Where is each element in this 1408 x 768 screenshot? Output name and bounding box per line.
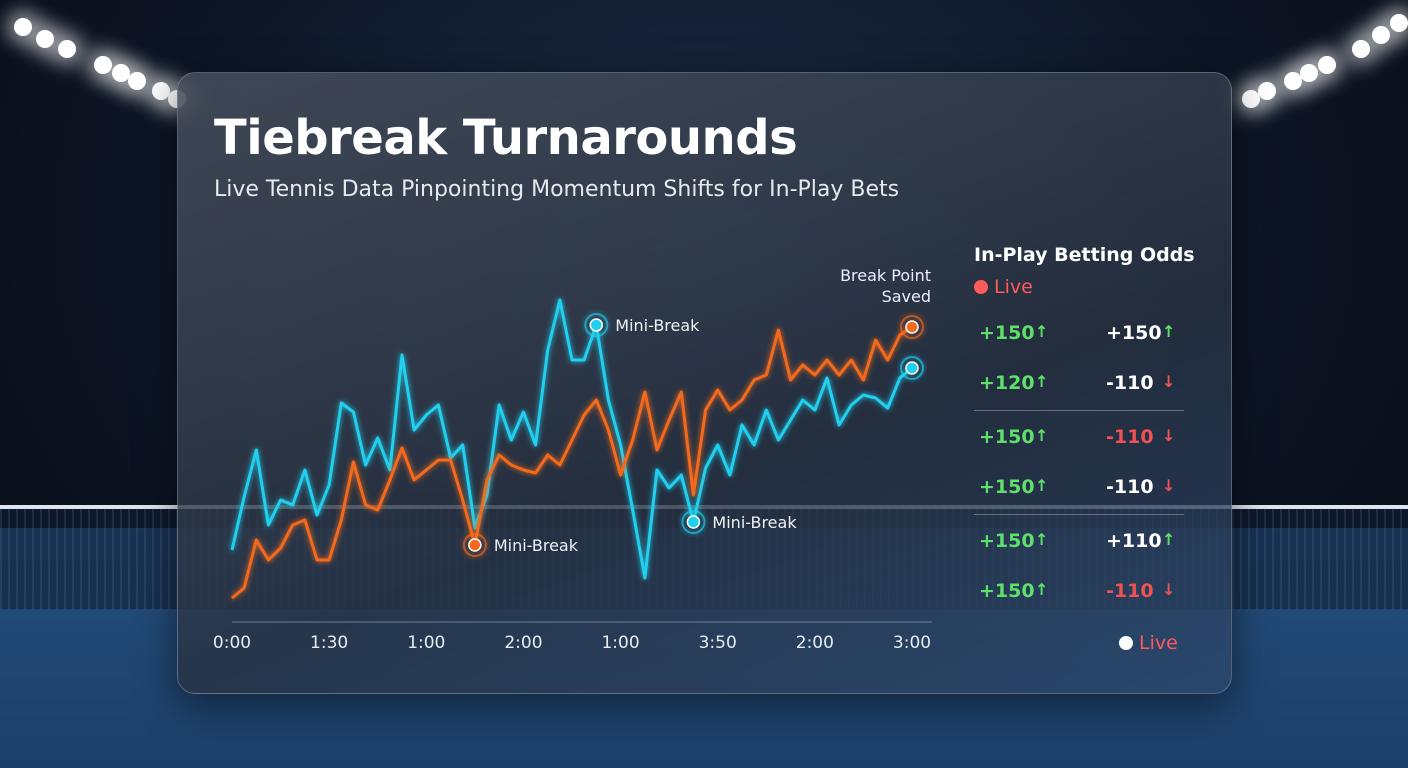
trend-arrow: ↑ [1162,530,1176,549]
live-label: Live [994,276,1033,298]
odds-value: +150 [979,530,1035,552]
odds-value: -110 [1106,476,1154,498]
odds-value: +150 [979,580,1035,602]
trend-arrow: ↑ [1035,580,1049,599]
stadium-light [36,30,54,48]
stadium-light [94,56,112,74]
odds-value: +150 [979,426,1035,448]
odds-value: +150 [979,322,1035,344]
live-status: Live [974,276,1033,298]
x-tick-label: 2:00 [504,633,542,653]
marker [468,538,482,552]
x-tick-label: 1:00 [407,633,445,653]
stadium-light [112,64,130,82]
annotation: Mini-Break [712,513,797,532]
odds-value: +110 [1106,530,1162,552]
odds-value: -110 [1106,580,1154,602]
stadium-light [1284,72,1302,90]
stadium-light [1372,26,1390,44]
annotation: Break Point Saved [840,266,931,306]
odds-value: +120 [979,372,1035,394]
divider [974,410,1184,411]
dashboard-panel [177,72,1232,694]
trend-arrow: ↑ [1035,322,1049,341]
line-series [230,298,913,580]
marker-halo [681,510,706,534]
odds-title: In-Play Betting Odds [974,244,1195,266]
divider [974,514,1184,515]
marker [686,515,701,529]
marker-halo [584,313,609,337]
annotation: Mini-Break [615,316,700,335]
trend-arrow: ↓ [1162,426,1176,445]
stadium-light [14,18,32,36]
odds-value: -110 [1106,372,1154,394]
stadium-light [1300,64,1318,82]
trend-arrow: ↓ [1162,372,1176,391]
x-tick-label: 3:50 [699,633,737,653]
marker [905,361,919,375]
marker [905,320,919,334]
marker-halo [900,356,924,380]
live-footer: Live [1119,632,1178,654]
chart-title: Tiebreak Turnarounds [214,110,798,166]
stadium-light [1318,56,1336,74]
live-dot [1119,636,1133,650]
trend-arrow: ↑ [1035,476,1049,495]
stadium-light [1352,40,1370,58]
trend-arrow: ↓ [1162,476,1176,495]
trend-arrow: ↑ [1162,322,1176,341]
stadium-light [1242,90,1260,108]
x-tick-label: 1:00 [601,633,639,653]
trend-arrow: ↑ [1035,530,1049,549]
odds-value: +150 [1106,322,1162,344]
annotation: Mini-Break [494,536,579,555]
stadium-light [152,82,170,100]
x-tick-label: 0:00 [213,633,251,653]
odds-value: +150 [979,476,1035,498]
trend-arrow: ↑ [1035,372,1049,391]
live-label: Live [1139,632,1178,654]
live-dot [974,280,988,294]
stadium-light [1258,82,1276,100]
trend-arrow: ↑ [1035,426,1049,445]
stadium-light [1390,14,1408,32]
x-tick-label: 3:00 [893,633,931,653]
marker [589,318,604,332]
stadium-light [128,72,146,90]
marker-halo [900,315,924,339]
trend-arrow: ↓ [1162,580,1176,599]
x-tick-label: 2:00 [796,633,834,653]
stadium-light [58,40,76,58]
chart-subtitle: Live Tennis Data Pinpointing Momentum Sh… [214,177,900,202]
line-series [231,325,913,600]
marker-halo [462,533,487,557]
x-tick-label: 1:30 [310,633,348,653]
odds-value: -110 [1106,426,1154,448]
